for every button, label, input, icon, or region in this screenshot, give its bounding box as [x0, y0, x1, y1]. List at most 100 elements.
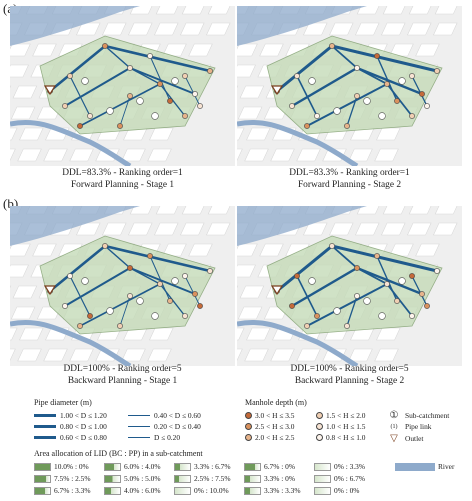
- area-allocation-item: 6.7% : 3.3%: [34, 486, 91, 495]
- manhole-node: [289, 103, 295, 109]
- manhole-node: [374, 53, 380, 59]
- caption-line-2: Backward Planning - Stage 1: [67, 375, 178, 386]
- pipe-line-icon: [34, 436, 56, 439]
- area-swatch: [174, 462, 191, 471]
- manhole-node: [157, 281, 163, 287]
- river-swatch: [395, 462, 435, 471]
- manhole-node: [304, 323, 310, 329]
- building-block: [355, 222, 380, 236]
- area-swatch: [174, 486, 191, 495]
- river-area: [237, 6, 367, 46]
- pipe-line: [296, 75, 318, 117]
- manhole-node: [419, 91, 425, 97]
- building-block: [206, 222, 231, 236]
- sub-catchment-marker: [81, 77, 89, 85]
- legend: Pipe diameter (m) 1.00 < D ≤ 1.20 0.80 <…: [0, 386, 472, 501]
- pipe-line: [149, 55, 171, 102]
- outlet-marker: [43, 285, 57, 296]
- building-block: [374, 348, 399, 362]
- area-allocation-item: 10.0% : 0%: [34, 462, 89, 471]
- pipe-line: [184, 275, 201, 307]
- area-allocation-item: 0% : 3.3%: [314, 462, 365, 471]
- manhole-node: [354, 265, 360, 271]
- building-block: [407, 222, 432, 236]
- manhole-node: [294, 73, 300, 79]
- building-block: [10, 106, 36, 120]
- pipe-item: 0.80 < D ≤ 1.00: [34, 422, 107, 431]
- pipe-item: 0.60 < D ≤ 0.80: [34, 433, 107, 442]
- pipe-line: [306, 83, 388, 127]
- building-block: [259, 243, 284, 257]
- sub-catchment-marker: [363, 297, 371, 305]
- building-block: [415, 243, 440, 257]
- outlet-triangle-icon: ▽: [390, 433, 398, 444]
- caption-line-1: DDL=100% - Ranking order=5: [63, 364, 182, 374]
- building-block: [381, 22, 406, 36]
- manhole-label: 2.5 < H ≤ 3.0: [255, 422, 295, 431]
- building-block: [6, 43, 31, 57]
- manhole-circle-icon: [316, 412, 323, 419]
- building-block: [246, 127, 271, 141]
- area-label: 3.3% : 6.7%: [194, 462, 231, 471]
- manhole-item: 1.5 < H ≤ 2.0: [316, 411, 365, 420]
- building-block: [296, 148, 321, 162]
- area-allocation-item: 0% : 0%: [314, 486, 359, 495]
- pipe-line: [376, 255, 398, 302]
- manhole-node: [329, 243, 335, 249]
- building-block: [19, 127, 44, 141]
- pipe-link-legend: (1) Pipe link: [387, 422, 432, 431]
- building-block: [69, 148, 94, 162]
- building-block: [128, 22, 153, 36]
- building-block: [180, 22, 205, 36]
- manhole-label: 3.0 < H ≤ 3.5: [255, 411, 295, 420]
- caption-forward-stage-2: DDL=83.3% - Ranking order=1 Forward Plan…: [237, 168, 462, 191]
- manhole-label: 1.0 < H ≤ 1.5: [326, 422, 366, 431]
- pipe-line: [296, 275, 318, 317]
- pipe-line: [69, 75, 91, 117]
- area-allocation-item: 0% : 6.7%: [314, 474, 365, 483]
- manhole-node: [157, 81, 163, 87]
- building-block: [239, 285, 265, 299]
- area-allocation-item: 3.3% : 3.3%: [244, 486, 301, 495]
- pipe-label: 0.80 < D ≤ 1.00: [60, 422, 107, 431]
- building-block: [246, 327, 271, 341]
- area-label: 7.5% : 2.5%: [54, 474, 91, 483]
- manhole-circle-icon: [245, 434, 252, 441]
- area-label: 4.0% : 6.0%: [124, 486, 161, 495]
- area-allocation-item: 4.0% : 6.0%: [104, 486, 161, 495]
- area-swatch: [174, 474, 191, 483]
- manhole-node: [102, 43, 108, 49]
- river-area: [237, 206, 367, 246]
- pipe-label: 0.60 < D ≤ 0.80: [60, 433, 107, 442]
- caption-line-1: DDL=100% - Ranking order=5: [290, 364, 409, 374]
- pipe-link-icon: (1): [390, 423, 398, 430]
- building-block: [147, 148, 172, 162]
- building-block: [381, 222, 406, 236]
- caption-forward-stage-1: DDL=83.3% - Ranking order=1 Forward Plan…: [10, 168, 235, 191]
- area-label: 0% : 6.7%: [334, 474, 365, 483]
- pipe-label: D ≤ 0.20: [154, 433, 181, 442]
- manhole-node: [409, 313, 415, 319]
- manhole-node: [127, 265, 133, 271]
- area-swatch: [314, 474, 331, 483]
- map-backward-stage-1: [0, 201, 235, 369]
- pipe-line: [119, 95, 131, 127]
- building-block: [6, 243, 31, 257]
- pipe-line: [306, 283, 388, 327]
- river-channel: [9, 119, 132, 169]
- building-block: [237, 106, 263, 120]
- manhole-node: [409, 73, 415, 79]
- manhole-circle-icon: [245, 423, 252, 430]
- manhole-node: [314, 313, 320, 319]
- building-block: [233, 43, 258, 57]
- building-block: [374, 148, 399, 162]
- manhole-node: [117, 323, 123, 329]
- outlet-legend: ▽ Outlet: [387, 433, 423, 444]
- pipe-label: 0.20 < D ≤ 0.40: [154, 422, 201, 431]
- manhole-node: [424, 103, 430, 109]
- pipe-item: D ≤ 0.20: [128, 433, 180, 442]
- pipe-line: [79, 283, 161, 327]
- manhole-node: [409, 273, 415, 279]
- area-allocation-item: 6.7% : 0%: [244, 462, 295, 471]
- outlet-marker: [43, 85, 57, 96]
